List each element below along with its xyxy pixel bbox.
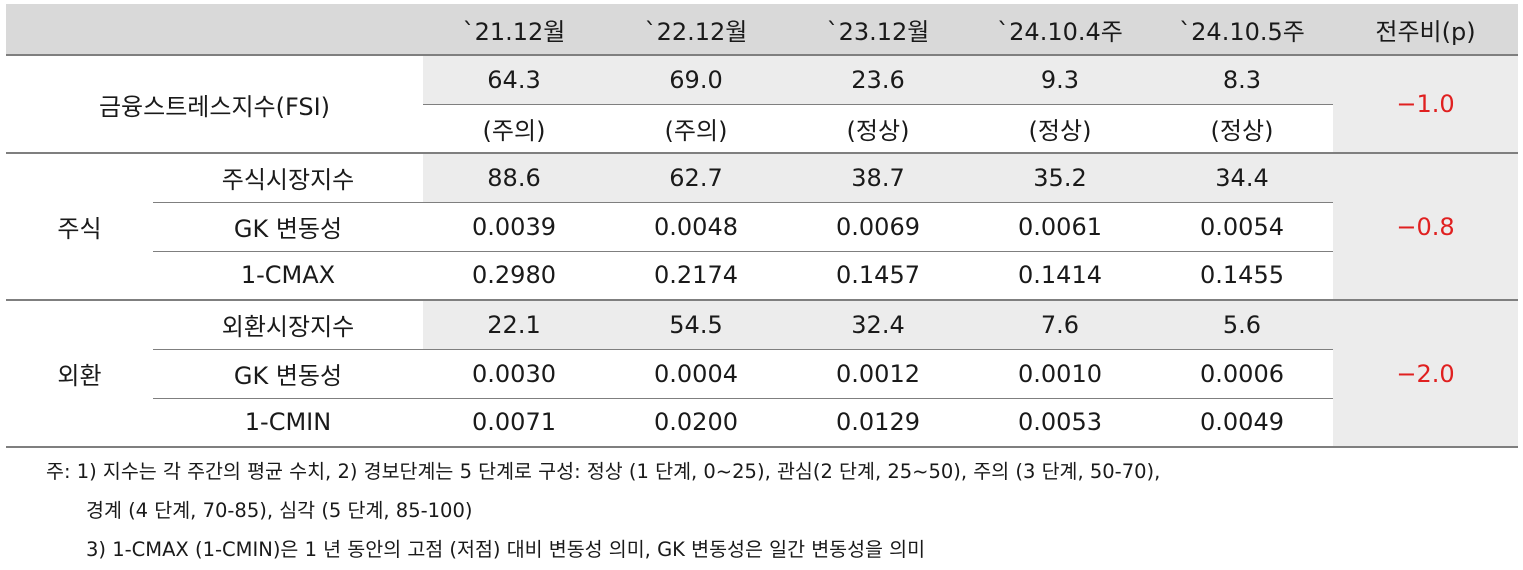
fx-index-value: 22.1: [423, 300, 605, 350]
fx-change: −2.0: [1333, 300, 1518, 448]
stock-row-label: 1-CMAX: [153, 251, 423, 301]
header-col-5: `24.10.5주: [1151, 4, 1333, 55]
stock-cmax-value: 0.2174: [605, 251, 787, 301]
fx-index-value: 32.4: [787, 300, 969, 350]
fx-gk-row: GK 변동성 0.0030 0.0004 0.0012 0.0010 0.000…: [6, 349, 1518, 399]
fsi-values-row: 금융스트레스지수(FSI) 64.3 69.0 23.6 9.3 8.3 −1.…: [6, 55, 1518, 154]
stock-index-value: 62.7: [605, 153, 787, 203]
stock-gk-value: 0.0054: [1151, 202, 1333, 252]
header-col-4: `24.10.4주: [969, 4, 1151, 55]
stock-index-value: 88.6: [423, 153, 605, 203]
fx-cmin-row: 1-CMIN 0.0071 0.0200 0.0129 0.0053 0.004…: [6, 398, 1518, 448]
fx-gk-value: 0.0010: [969, 349, 1151, 399]
fsi-level-2: (주의): [605, 104, 787, 154]
stock-index-value: 35.2: [969, 153, 1151, 203]
footnote-line-2: 경계 (4 단계, 70-85), 심각 (5 단계, 85-100): [86, 499, 473, 522]
fx-gk-value: 0.0030: [423, 349, 605, 399]
fx-row-label: 외환시장지수: [153, 300, 423, 350]
fsi-value-3: 23.6: [787, 55, 969, 105]
header-change: 전주비(p): [1333, 4, 1518, 55]
stock-gk-row: GK 변동성 0.0039 0.0048 0.0069 0.0061 0.005…: [6, 202, 1518, 252]
fsi-value-4: 9.3: [969, 55, 1151, 105]
fsi-value-5: 8.3: [1151, 55, 1333, 105]
stock-group-label: 주식: [6, 153, 153, 301]
fsi-level-3: (정상): [787, 104, 969, 154]
fsi-change: −1.0: [1333, 55, 1518, 154]
stock-row-label: 주식시장지수: [153, 153, 423, 203]
stock-gk-value: 0.0069: [787, 202, 969, 252]
stock-gk-value: 0.0048: [605, 202, 787, 252]
fsi-level-4: (정상): [969, 104, 1151, 154]
fsi-table: `21.12월 `22.12월 `23.12월 `24.10.4주 `24.10…: [6, 4, 1518, 448]
fx-gk-value: 0.0004: [605, 349, 787, 399]
header-blank: [6, 4, 423, 55]
header-col-1: `21.12월: [423, 4, 605, 55]
footnote-line-1: 주: 1) 지수는 각 주간의 평균 수치, 2) 경보단계는 5 단계로 구성…: [46, 460, 1161, 483]
stock-cmax-row: 1-CMAX 0.2980 0.2174 0.1457 0.1414 0.145…: [6, 251, 1518, 301]
fsi-label: 금융스트레스지수(FSI): [6, 55, 423, 154]
fx-index-value: 54.5: [605, 300, 787, 350]
header-col-3: `23.12월: [787, 4, 969, 55]
stock-cmax-value: 0.1414: [969, 251, 1151, 301]
fx-gk-value: 0.0012: [787, 349, 969, 399]
stock-gk-value: 0.0061: [969, 202, 1151, 252]
fx-gk-value: 0.0006: [1151, 349, 1333, 399]
stock-index-row: 주식 주식시장지수 88.6 62.7 38.7 35.2 34.4 −0.8: [6, 153, 1518, 301]
stock-change: −0.8: [1333, 153, 1518, 301]
fx-index-value: 7.6: [969, 300, 1151, 350]
fx-cmin-value: 0.0071: [423, 398, 605, 448]
footnote-line-3: 3) 1-CMAX (1-CMIN)은 1 년 동안의 고점 (저점) 대비 변…: [86, 538, 926, 561]
header-col-2: `22.12월: [605, 4, 787, 55]
fx-index-value: 5.6: [1151, 300, 1333, 350]
fx-row-label: 1-CMIN: [153, 398, 423, 448]
footnotes: 주: 1) 지수는 각 주간의 평균 수치, 2) 경보단계는 5 단계로 구성…: [46, 452, 1160, 569]
fx-row-label: GK 변동성: [153, 349, 423, 399]
header-row: `21.12월 `22.12월 `23.12월 `24.10.4주 `24.10…: [6, 4, 1518, 55]
stock-index-value: 38.7: [787, 153, 969, 203]
fx-cmin-value: 0.0200: [605, 398, 787, 448]
stock-cmax-value: 0.1455: [1151, 251, 1333, 301]
stock-row-label: GK 변동성: [153, 202, 423, 252]
fsi-levels-row: (주의) (주의) (정상) (정상) (정상): [6, 104, 1518, 154]
fx-cmin-value: 0.0053: [969, 398, 1151, 448]
fx-group-label: 외환: [6, 300, 153, 448]
fx-index-row: 외환 외환시장지수 22.1 54.5 32.4 7.6 5.6 −2.0: [6, 300, 1518, 448]
fsi-level-1: (주의): [423, 104, 605, 154]
fx-cmin-value: 0.0049: [1151, 398, 1333, 448]
fsi-level-5: (정상): [1151, 104, 1333, 154]
fsi-value-1: 64.3: [423, 55, 605, 105]
fsi-value-2: 69.0: [605, 55, 787, 105]
stock-gk-value: 0.0039: [423, 202, 605, 252]
fx-cmin-value: 0.0129: [787, 398, 969, 448]
stock-index-value: 34.4: [1151, 153, 1333, 203]
stock-cmax-value: 0.1457: [787, 251, 969, 301]
stock-cmax-value: 0.2980: [423, 251, 605, 301]
